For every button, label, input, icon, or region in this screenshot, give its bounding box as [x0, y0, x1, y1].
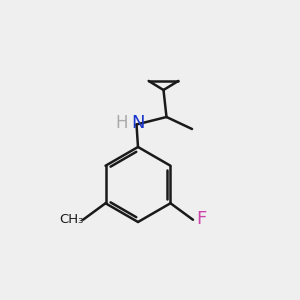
Text: F: F — [196, 210, 206, 228]
Text: N: N — [131, 114, 145, 132]
Text: H: H — [115, 114, 128, 132]
Text: CH₃: CH₃ — [59, 213, 84, 226]
